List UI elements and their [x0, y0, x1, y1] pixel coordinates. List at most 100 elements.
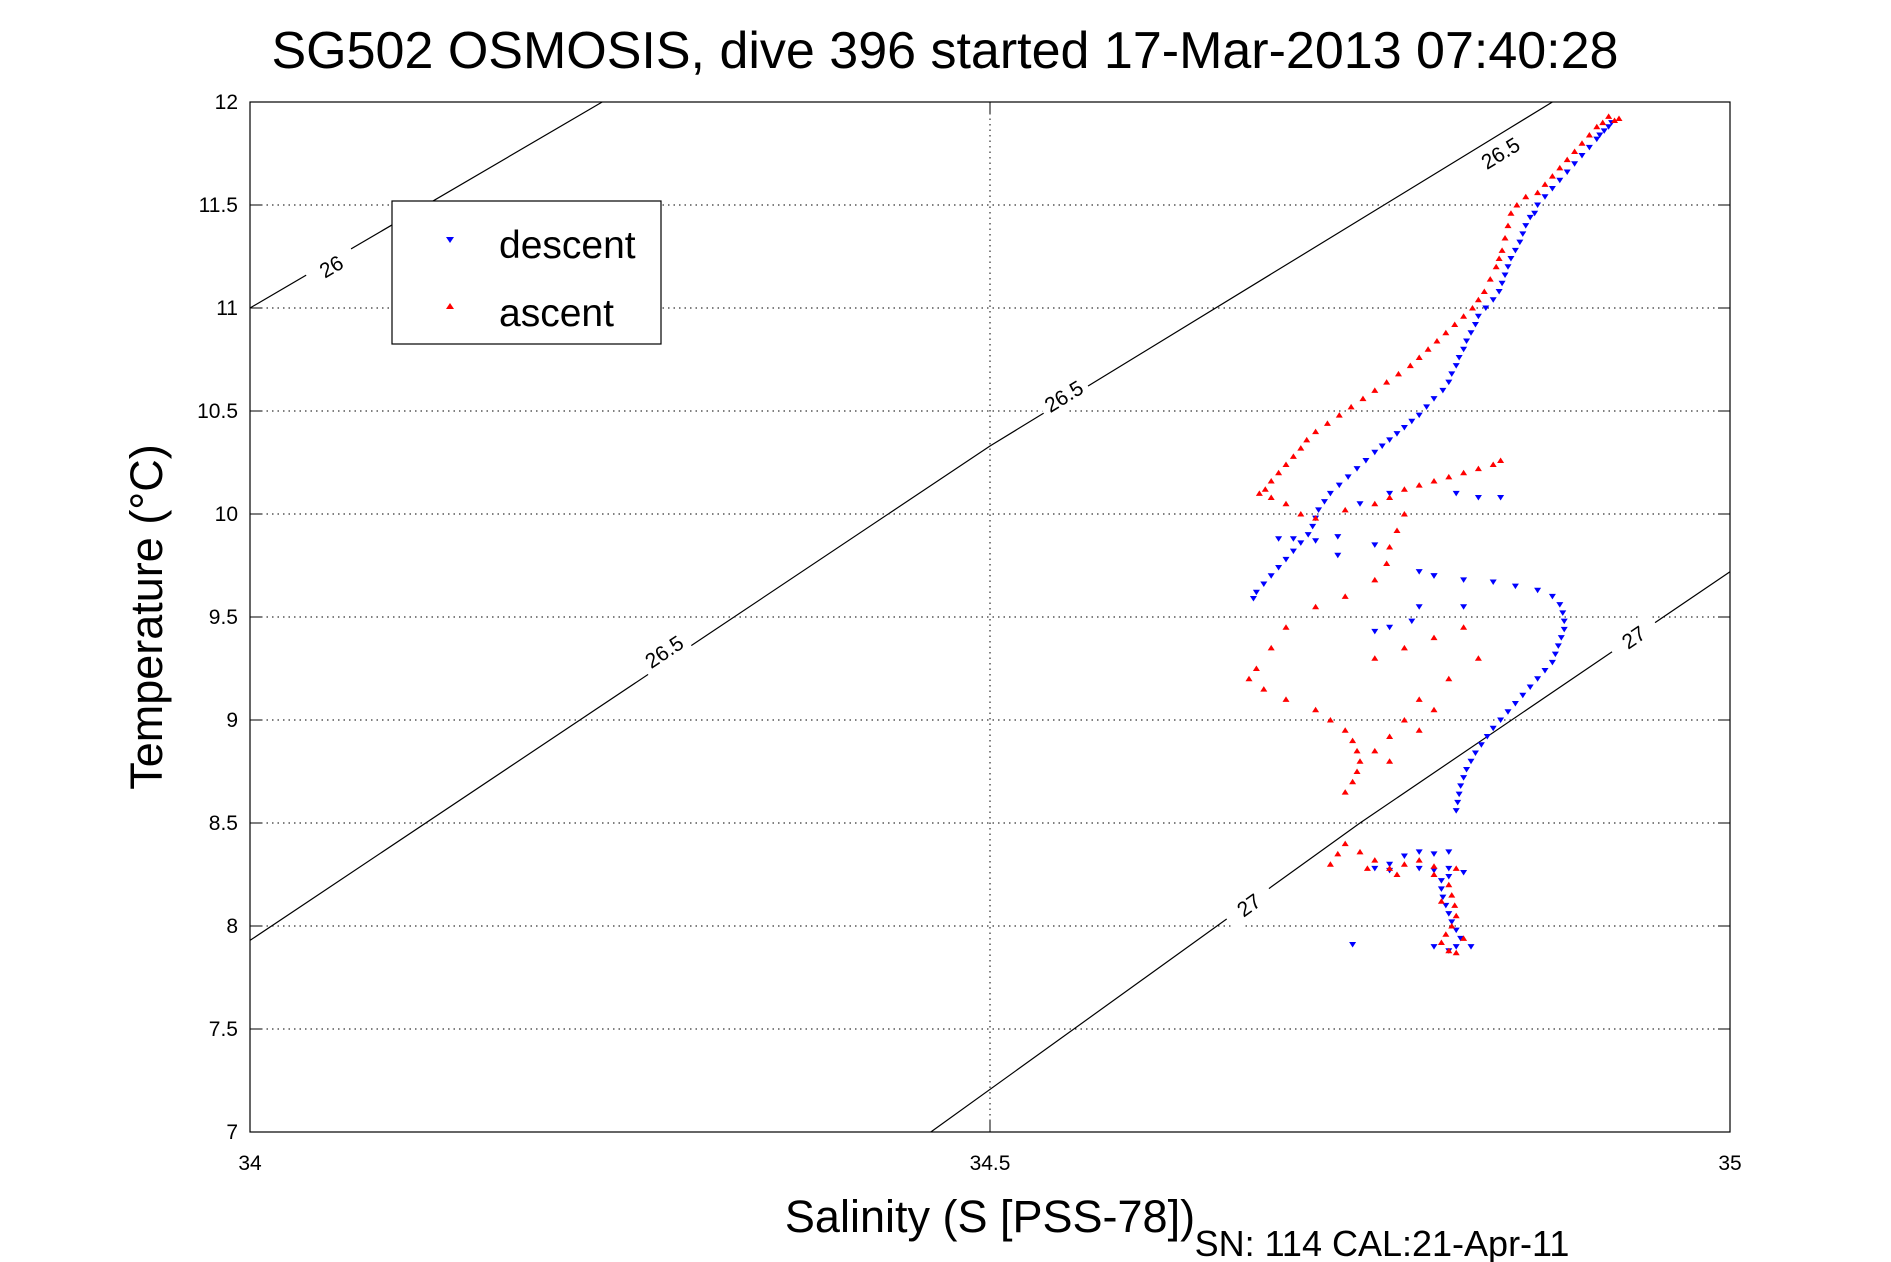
descent-point — [1439, 387, 1447, 394]
ascent-point — [1501, 234, 1509, 241]
ascent-point — [1353, 747, 1361, 754]
ascent-point — [1571, 148, 1579, 154]
descent-point — [1445, 379, 1453, 386]
descent-point — [1483, 733, 1491, 740]
x-axis-label: Salinity (S [PSS-78]) — [785, 1191, 1195, 1242]
y-tick-label: 10.5 — [197, 400, 238, 423]
descent-point — [1498, 280, 1506, 287]
ascent-point — [1497, 457, 1505, 463]
ascent-point — [1451, 321, 1459, 327]
isopycnal-line — [930, 571, 1731, 1133]
ascent-point — [1371, 857, 1379, 863]
descent-point — [1548, 659, 1556, 666]
descent-point — [1489, 579, 1497, 585]
descent-point — [1452, 944, 1460, 950]
ascent-point — [1275, 469, 1283, 476]
descent-point — [1559, 610, 1567, 616]
ascent-point — [1486, 276, 1494, 282]
ascent-point — [1433, 337, 1441, 344]
descent-point — [1452, 808, 1460, 814]
ascent-point — [1480, 288, 1488, 295]
descent-point — [1386, 437, 1394, 443]
ascent-point — [1548, 173, 1556, 179]
descent-point — [1408, 618, 1416, 625]
descent-point — [1578, 153, 1586, 159]
descent-point — [1430, 867, 1438, 874]
legend-marker-descent — [446, 237, 454, 243]
descent-point — [1267, 573, 1275, 579]
ascent-point — [1341, 727, 1349, 733]
ascent-point — [1541, 181, 1549, 187]
ascent-point — [1556, 164, 1564, 171]
descent-point — [1474, 495, 1482, 501]
ascent-point — [1349, 778, 1357, 785]
descent-point — [1504, 264, 1512, 270]
ascent-point — [1437, 898, 1445, 904]
descent-point — [1593, 136, 1601, 143]
descent-point — [1526, 684, 1534, 691]
descent-point — [1289, 548, 1297, 555]
descent-point — [1482, 305, 1490, 311]
isopycnal-label-bg — [1471, 127, 1531, 180]
legend-marker-ascent — [446, 303, 454, 309]
descent-point — [1442, 902, 1450, 909]
ascent-point — [1371, 387, 1379, 393]
descent-point — [1448, 919, 1456, 925]
descent-point — [1326, 490, 1334, 497]
descent-point — [1448, 371, 1456, 377]
descent-point — [1356, 501, 1364, 507]
descent-point — [1548, 593, 1556, 600]
ascent-point — [1415, 857, 1423, 863]
ascent-point — [1341, 593, 1349, 599]
descent-point — [1260, 581, 1268, 588]
descent-point — [1556, 602, 1564, 608]
ascent-point — [1611, 117, 1619, 124]
descent-point — [1386, 861, 1394, 868]
y-tick-label: 11 — [216, 297, 238, 320]
descent-point — [1560, 626, 1568, 633]
ascent-point — [1474, 655, 1482, 661]
descent-point — [1335, 482, 1343, 489]
y-tick-label: 7 — [226, 1121, 238, 1144]
ascent-point — [1267, 494, 1275, 501]
descent-point — [1471, 750, 1479, 756]
descent-point — [1554, 643, 1562, 649]
ascent-point — [1371, 655, 1379, 661]
ascent-point — [1282, 500, 1290, 507]
ascent-point — [1341, 840, 1349, 847]
ascent-point — [1363, 865, 1371, 871]
descent-point — [1353, 466, 1361, 472]
y-tick-label: 7.5 — [209, 1018, 238, 1041]
descent-point — [1460, 604, 1468, 610]
ascent-point — [1415, 696, 1423, 702]
descent-point — [1511, 247, 1519, 254]
descent-point — [1452, 927, 1460, 934]
descent-point — [1439, 894, 1447, 901]
ascent-point — [1312, 428, 1320, 435]
ascent-point — [1615, 115, 1623, 121]
descent-point — [1400, 853, 1408, 859]
ascent-point — [1437, 939, 1445, 945]
y-tick-label: 11.5 — [199, 194, 238, 217]
descent-point — [1378, 443, 1386, 450]
descent-point — [1455, 791, 1463, 798]
ascent-point — [1495, 255, 1503, 262]
descent-point — [1415, 412, 1423, 419]
legend-label-ascent: ascent — [499, 292, 614, 335]
ascent-point — [1353, 768, 1361, 774]
descent-point — [1445, 911, 1453, 917]
ascent-point — [1349, 737, 1357, 744]
axis-ticks: 34 34.5 35 7 7.5 8 8.5 9 9.5 10 10.5 11 11.5 12 — [197, 91, 1742, 1175]
ascent-point — [1282, 696, 1290, 702]
ascent-point — [1430, 871, 1438, 877]
descent-point — [1437, 878, 1445, 884]
descent-point — [1430, 573, 1438, 579]
ascent-point — [1386, 865, 1394, 871]
descent-point — [1460, 869, 1468, 876]
ascent-point — [1442, 931, 1450, 937]
isopycnal-label-bg — [301, 241, 361, 293]
descent-point — [1563, 169, 1571, 176]
descent-point — [1495, 289, 1503, 295]
descent-point — [1526, 214, 1534, 221]
